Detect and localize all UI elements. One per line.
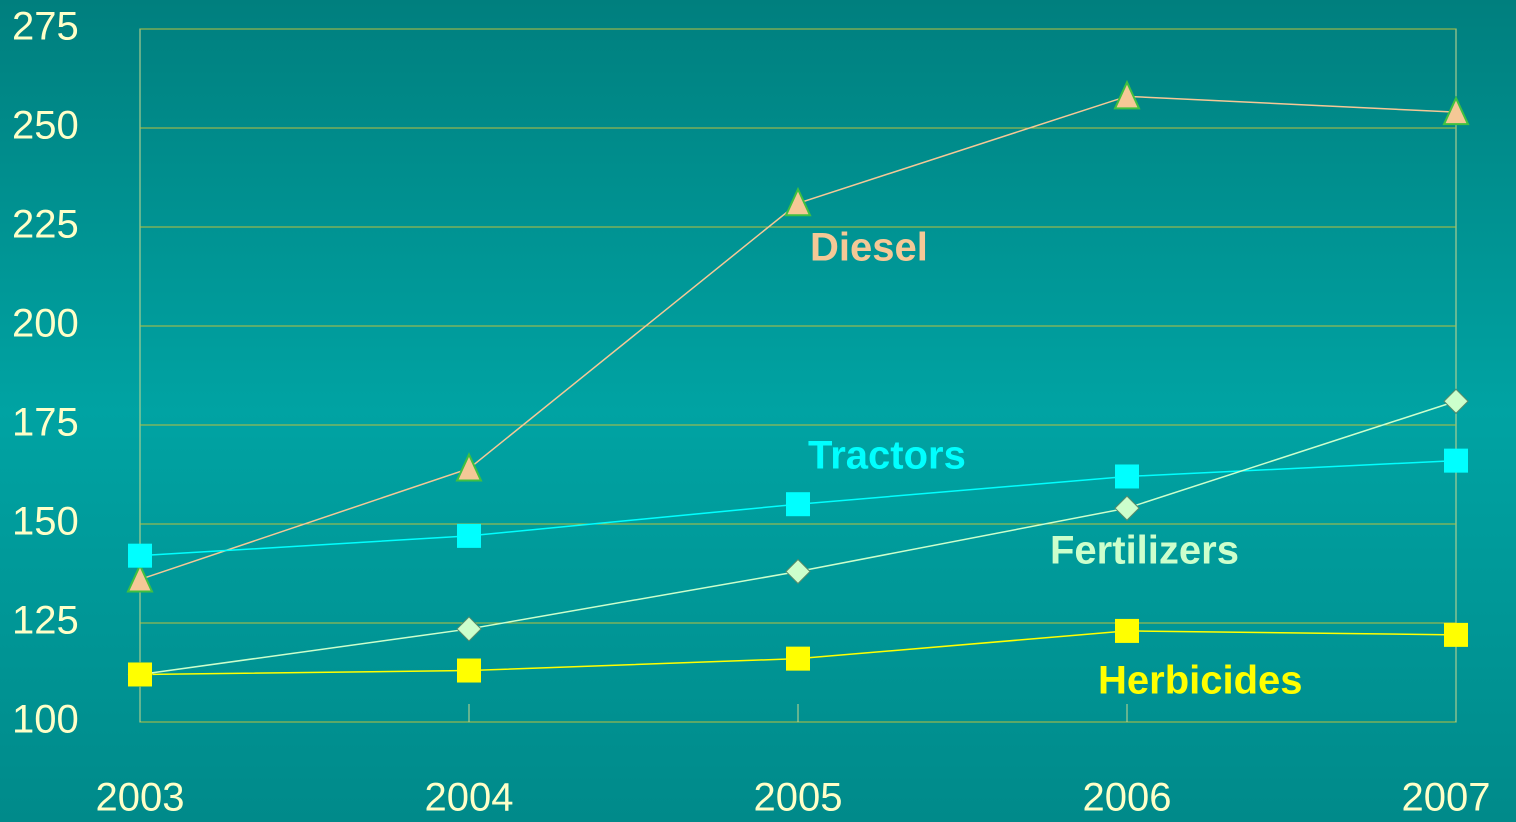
marker xyxy=(128,543,152,568)
marker xyxy=(786,646,810,671)
marker xyxy=(1442,95,1470,126)
series-label: Fertilizers xyxy=(1050,529,1239,573)
x-tick-label: 2006 xyxy=(1083,776,1172,820)
series-label: Herbicides xyxy=(1098,659,1303,703)
marker xyxy=(784,186,812,217)
x-tick-label: 2005 xyxy=(754,776,843,820)
x-tick-label: 2007 xyxy=(1402,776,1491,820)
marker xyxy=(785,558,811,585)
y-tick-label: 125 xyxy=(12,599,79,643)
marker xyxy=(457,523,481,548)
marker xyxy=(1115,464,1139,489)
y-tick-label: 175 xyxy=(12,401,79,445)
marker xyxy=(457,658,481,683)
marker xyxy=(786,492,810,517)
series-label: Diesel xyxy=(810,226,928,270)
series-label: Tractors xyxy=(808,434,966,478)
marker xyxy=(126,563,154,593)
x-tick-label: 2004 xyxy=(425,776,514,820)
marker xyxy=(455,452,483,482)
marker xyxy=(128,662,152,687)
marker xyxy=(1444,622,1468,647)
y-tick-label: 100 xyxy=(12,698,79,742)
marker xyxy=(1443,388,1469,414)
marker xyxy=(456,616,482,642)
marker xyxy=(1114,495,1140,521)
marker xyxy=(1444,448,1468,473)
x-tick-label: 2003 xyxy=(96,776,185,820)
y-tick-label: 225 xyxy=(12,203,79,247)
y-tick-label: 150 xyxy=(12,500,79,544)
y-tick-label: 275 xyxy=(12,5,79,49)
y-tick-label: 250 xyxy=(12,104,79,148)
marker xyxy=(1115,618,1139,643)
marker xyxy=(1113,79,1141,110)
y-tick-label: 200 xyxy=(12,302,79,346)
